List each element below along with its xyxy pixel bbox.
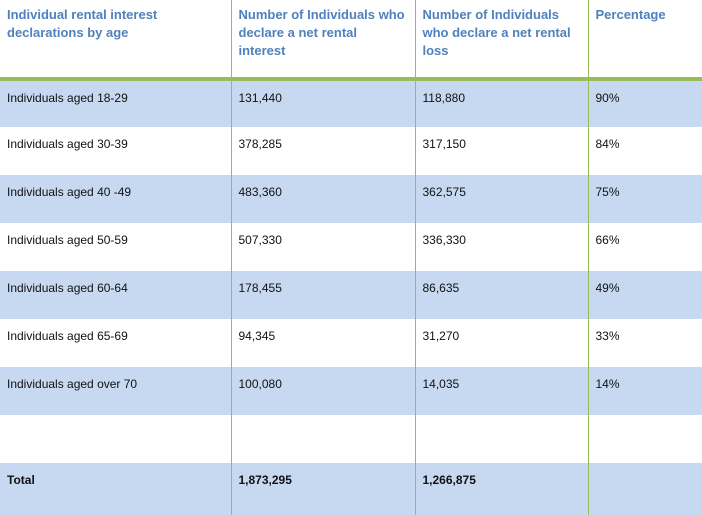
net-loss-cell: 362,575 <box>414 175 588 223</box>
empty-cell <box>587 415 702 463</box>
table-row: Individuals aged 18-29 131,440 118,880 9… <box>0 79 702 127</box>
total-label: Total <box>0 463 231 515</box>
age-group-cell: Individuals aged over 70 <box>0 367 231 415</box>
empty-cell <box>0 415 231 463</box>
table-row: Individuals aged 30-39 378,285 317,150 8… <box>0 127 702 175</box>
empty-cell <box>230 415 415 463</box>
header-age-group: Individual rental interest declarations … <box>7 7 158 40</box>
net-loss-cell: 118,880 <box>414 79 588 127</box>
header-net-rental-interest: Number of Individuals who declare a net … <box>230 0 415 79</box>
percentage-cell: 49% <box>587 271 702 319</box>
total-row: Total 1,873,295 1,266,875 <box>0 463 702 515</box>
net-interest-cell: 378,285 <box>230 127 415 175</box>
percentage-cell: 14% <box>587 367 702 415</box>
net-interest-cell: 507,330 <box>230 223 415 271</box>
net-loss-cell: 31,270 <box>414 319 588 367</box>
percentage-cell: 84% <box>587 127 702 175</box>
table-header-row: Individual rental interest declarations … <box>0 0 702 79</box>
table-row: Individuals aged 50-59 507,330 336,330 6… <box>0 223 702 271</box>
table-row: Individuals aged 65-69 94,345 31,270 33% <box>0 319 702 367</box>
empty-cell <box>414 415 588 463</box>
header-net-rental-loss: Number of Individuals who declare a net … <box>414 0 588 79</box>
total-net-interest: 1,873,295 <box>230 463 415 515</box>
header-percentage: Percentage <box>587 0 702 79</box>
age-group-cell: Individuals aged 18-29 <box>0 79 231 127</box>
percentage-cell: 75% <box>587 175 702 223</box>
percentage-cell: 33% <box>587 319 702 367</box>
total-percentage <box>587 463 702 515</box>
net-interest-cell: 100,080 <box>230 367 415 415</box>
age-group-cell: Individuals aged 30-39 <box>7 137 128 151</box>
empty-row <box>0 415 702 463</box>
total-net-loss: 1,266,875 <box>414 463 588 515</box>
net-interest-cell: 131,440 <box>230 79 415 127</box>
net-loss-cell: 336,330 <box>414 223 588 271</box>
net-loss-cell: 14,035 <box>414 367 588 415</box>
age-group-cell: Individuals aged 50-59 <box>7 233 128 247</box>
net-interest-cell: 178,455 <box>230 271 415 319</box>
age-group-cell: Individuals aged 65-69 <box>7 329 128 343</box>
percentage-cell: 90% <box>587 79 702 127</box>
net-loss-cell: 317,150 <box>414 127 588 175</box>
net-interest-cell: 94,345 <box>230 319 415 367</box>
age-group-cell: Individuals aged 40 -49 <box>0 175 231 223</box>
table-row: Individuals aged 40 -49 483,360 362,575 … <box>0 175 702 223</box>
percentage-cell: 66% <box>587 223 702 271</box>
table-row: Individuals aged 60-64 178,455 86,635 49… <box>0 271 702 319</box>
table-row: Individuals aged over 70 100,080 14,035 … <box>0 367 702 415</box>
net-loss-cell: 86,635 <box>414 271 588 319</box>
net-interest-cell: 483,360 <box>230 175 415 223</box>
age-group-cell: Individuals aged 60-64 <box>0 271 231 319</box>
